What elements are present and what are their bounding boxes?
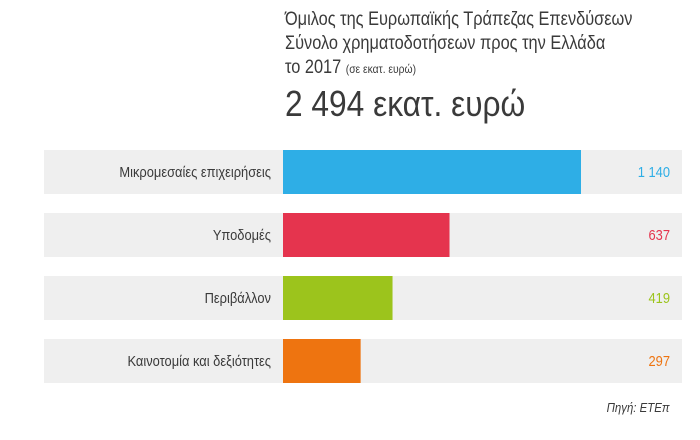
total-amount: 2 494 εκατ. ευρώ bbox=[285, 83, 526, 124]
bar bbox=[283, 339, 361, 383]
chart-title-line-1: Όμιλος της Ευρωπαϊκής Τράπεζας Επενδύσεω… bbox=[285, 9, 633, 30]
value-label: 419 bbox=[649, 289, 671, 306]
value-label: 297 bbox=[649, 352, 671, 369]
chart-title-line-2: Σύνολο χρηματοδοτήσεων προς την Ελλάδα bbox=[285, 33, 606, 54]
row-background bbox=[44, 339, 682, 383]
bar bbox=[283, 213, 450, 257]
chart-header: Όμιλος της Ευρωπαϊκής Τράπεζας Επενδύσεω… bbox=[285, 8, 685, 125]
category-label: Περιβάλλον bbox=[205, 289, 271, 306]
chart-title-year: το 2017 bbox=[285, 57, 342, 78]
source-note: Πηγή: ΕΤΕπ bbox=[607, 400, 670, 415]
category-label: Υποδομές bbox=[213, 226, 271, 243]
bar bbox=[283, 276, 393, 320]
unit-note: (σε εκατ. ευρώ) bbox=[345, 62, 417, 76]
chart-title-line-3: το 2017 (σε εκατ. ευρώ) bbox=[285, 56, 629, 81]
category-label: Καινοτομία και δεξιότητες bbox=[127, 352, 271, 369]
value-label: 637 bbox=[649, 226, 671, 243]
value-label: 1 140 bbox=[638, 163, 670, 180]
category-label: Μικρομεσαίες επιχειρήσεις bbox=[119, 163, 271, 180]
bar bbox=[283, 150, 581, 194]
